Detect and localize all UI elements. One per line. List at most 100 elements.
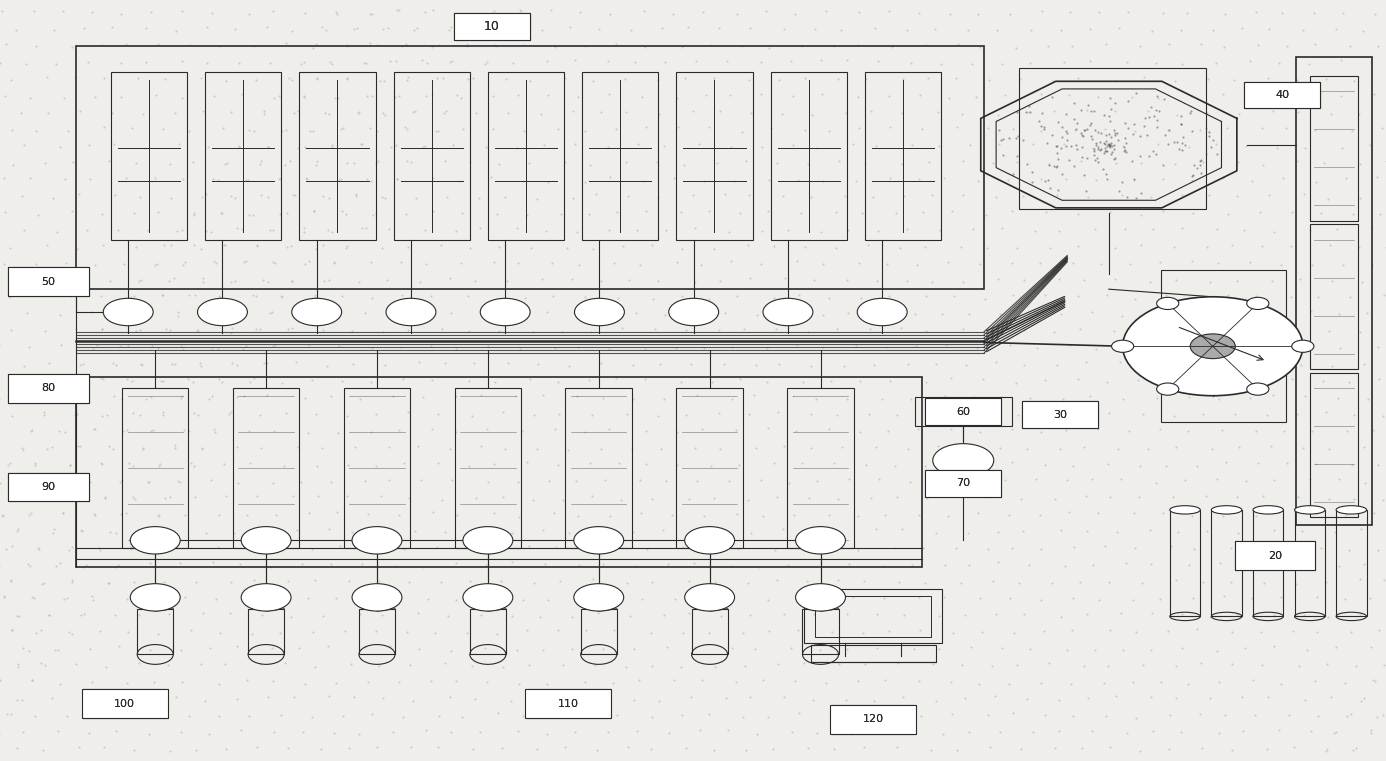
Text: 10: 10	[484, 20, 500, 33]
Text: 20: 20	[1268, 550, 1282, 561]
Bar	[83, 689, 166, 718]
Bar	[488, 72, 564, 240]
Circle shape	[130, 527, 180, 554]
Bar	[811, 645, 936, 662]
Bar	[453, 13, 529, 40]
Bar	[802, 609, 839, 654]
Bar	[1245, 82, 1321, 108]
Circle shape	[197, 298, 248, 326]
Bar	[926, 470, 1001, 497]
Circle shape	[1247, 383, 1270, 395]
Bar	[915, 397, 1012, 426]
Bar	[470, 609, 506, 654]
Bar	[582, 72, 658, 240]
Bar	[233, 388, 299, 548]
Circle shape	[1112, 340, 1134, 352]
Text: 120: 120	[862, 714, 884, 724]
Bar	[525, 689, 611, 718]
Text: 100: 100	[114, 699, 136, 709]
Text: 120: 120	[862, 714, 884, 724]
Bar	[1245, 82, 1321, 108]
Bar	[1310, 76, 1358, 221]
Bar	[82, 689, 168, 718]
Bar	[1170, 510, 1200, 616]
Bar	[692, 609, 728, 654]
Circle shape	[575, 298, 624, 326]
Bar	[299, 72, 376, 240]
Text: 110: 110	[557, 699, 579, 709]
Bar	[926, 399, 1001, 425]
Bar	[248, 609, 284, 654]
Text: 90: 90	[42, 482, 55, 492]
Circle shape	[685, 584, 735, 611]
Bar	[1211, 510, 1242, 616]
Circle shape	[352, 584, 402, 611]
Circle shape	[1292, 340, 1314, 352]
Circle shape	[241, 584, 291, 611]
Ellipse shape	[1211, 505, 1242, 514]
Bar	[111, 72, 187, 240]
Bar	[676, 72, 753, 240]
Bar	[8, 267, 89, 296]
Ellipse shape	[1170, 505, 1200, 514]
Circle shape	[1123, 297, 1303, 396]
Bar	[76, 46, 984, 289]
Bar	[1336, 510, 1367, 616]
Text: 10: 10	[484, 20, 500, 33]
Bar	[122, 388, 188, 548]
Text: 80: 80	[42, 383, 55, 393]
Bar	[787, 388, 854, 548]
Bar	[8, 473, 89, 501]
Bar	[455, 388, 521, 548]
Circle shape	[292, 298, 341, 326]
Circle shape	[481, 298, 529, 326]
Bar	[527, 689, 610, 718]
Text: 100: 100	[114, 699, 136, 709]
Text: 90: 90	[42, 482, 55, 492]
Text: 30: 30	[1053, 409, 1067, 420]
Bar	[832, 705, 915, 734]
Bar	[1296, 57, 1372, 525]
Bar	[1235, 541, 1315, 570]
Bar	[1310, 224, 1358, 369]
Bar	[1161, 270, 1286, 422]
Bar	[1295, 510, 1325, 616]
Circle shape	[463, 527, 513, 554]
Bar	[76, 377, 922, 567]
Bar	[815, 597, 931, 637]
Circle shape	[463, 584, 513, 611]
Bar	[676, 388, 743, 548]
Circle shape	[685, 527, 735, 554]
Bar	[1310, 373, 1358, 517]
Circle shape	[574, 584, 624, 611]
Circle shape	[574, 527, 624, 554]
Bar	[1019, 68, 1206, 209]
Bar	[830, 705, 916, 734]
Text: 70: 70	[956, 478, 970, 489]
Bar	[205, 72, 281, 240]
Circle shape	[241, 527, 291, 554]
Bar	[926, 399, 1001, 425]
Text: 70: 70	[956, 478, 970, 489]
Text: 40: 40	[1275, 90, 1289, 100]
Bar	[865, 72, 941, 240]
Bar	[926, 470, 1001, 497]
Bar	[804, 589, 942, 643]
Ellipse shape	[1295, 505, 1325, 514]
Circle shape	[857, 298, 906, 326]
Bar	[8, 267, 89, 296]
Bar	[565, 388, 632, 548]
Bar	[8, 374, 89, 403]
Circle shape	[352, 527, 402, 554]
Text: 30: 30	[1053, 409, 1067, 420]
Circle shape	[1156, 298, 1178, 310]
Circle shape	[385, 298, 435, 326]
Text: 80: 80	[42, 383, 55, 393]
Text: 110: 110	[557, 699, 579, 709]
Circle shape	[1247, 298, 1270, 310]
Circle shape	[762, 298, 812, 326]
Circle shape	[933, 444, 994, 477]
Bar	[359, 609, 395, 654]
Bar	[1023, 401, 1099, 428]
Text: 20: 20	[1268, 550, 1282, 561]
